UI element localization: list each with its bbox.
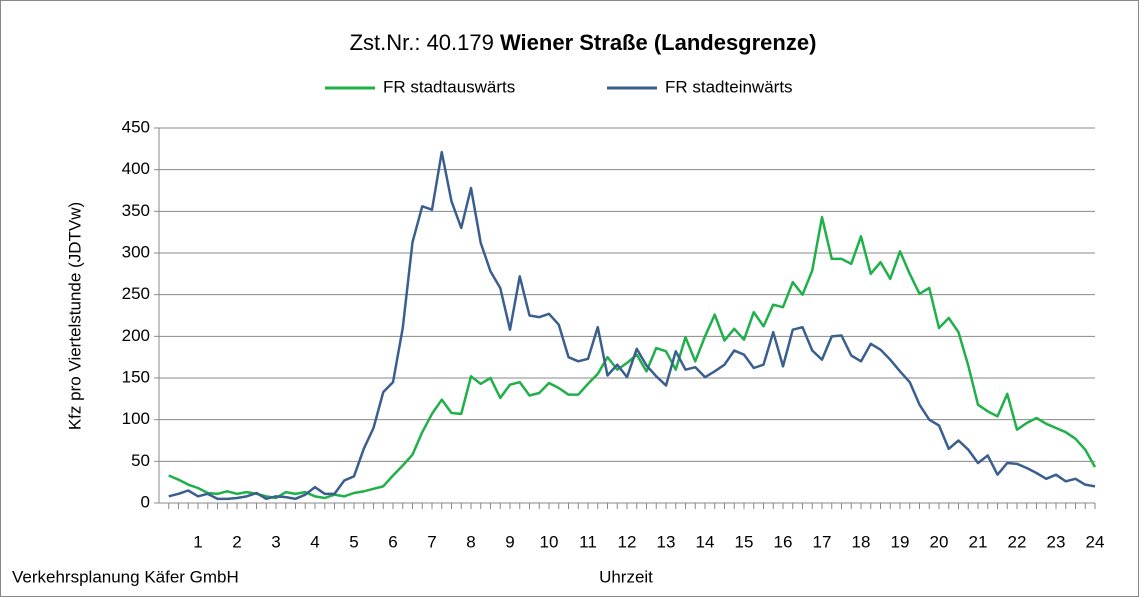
x-tick-label: 22 bbox=[1008, 532, 1027, 551]
y-tick-label: 250 bbox=[122, 284, 150, 303]
x-tick-label: 20 bbox=[930, 532, 949, 551]
x-tick-label: 15 bbox=[735, 532, 754, 551]
x-tick-label: 23 bbox=[1047, 532, 1066, 551]
title-bold: Wiener Straße (Landesgrenze) bbox=[500, 30, 816, 55]
legend-label: FR stadtauswärts bbox=[383, 77, 515, 96]
title-plain: Zst.Nr.: 40.179 bbox=[350, 30, 494, 55]
y-tick-label: 50 bbox=[131, 451, 150, 470]
x-tick-label: 17 bbox=[813, 532, 832, 551]
x-tick-label: 24 bbox=[1086, 532, 1105, 551]
y-tick-label: 100 bbox=[122, 409, 150, 428]
x-tick-label: 8 bbox=[466, 532, 475, 551]
x-axis-label: Uhrzeit bbox=[599, 567, 653, 586]
y-tick-label: 450 bbox=[122, 117, 150, 136]
x-tick-label: 19 bbox=[891, 532, 910, 551]
series-line bbox=[168, 215, 1097, 500]
x-tick-label: 13 bbox=[657, 532, 676, 551]
x-tick-label: 21 bbox=[969, 532, 988, 551]
x-tick-label: 12 bbox=[618, 532, 637, 551]
legend-label: FR stadteinwärts bbox=[665, 77, 793, 96]
x-tick-label: 3 bbox=[271, 532, 280, 551]
x-tick-label: 4 bbox=[310, 532, 319, 551]
x-tick-label: 11 bbox=[579, 532, 597, 551]
x-tick-label: 7 bbox=[427, 532, 436, 551]
x-tick-label: 18 bbox=[852, 532, 871, 551]
x-tick-label: 6 bbox=[388, 532, 397, 551]
x-tick-label: 14 bbox=[696, 532, 715, 551]
y-tick-label: 0 bbox=[141, 492, 150, 511]
footer: Verkehrsplanung Käfer GmbH bbox=[12, 567, 239, 586]
x-tick-label: 10 bbox=[540, 532, 559, 551]
y-tick-label: 150 bbox=[122, 367, 150, 386]
y-tick-label: 300 bbox=[122, 242, 150, 261]
y-axis-label: Kfz pro Viertelstunde (JDTVw) bbox=[65, 202, 84, 430]
y-tick-label: 200 bbox=[122, 326, 150, 345]
x-tick-label: 1 bbox=[193, 532, 202, 551]
y-tick-label: 350 bbox=[122, 201, 150, 220]
chart-title: Zst.Nr.: 40.179 Wiener Straße (Landesgre… bbox=[350, 30, 817, 55]
x-tick-label: 2 bbox=[232, 532, 241, 551]
y-tick-label: 400 bbox=[122, 159, 150, 178]
x-tick-label: 9 bbox=[505, 532, 514, 551]
x-tick-label: 5 bbox=[349, 532, 358, 551]
x-tick-label: 16 bbox=[774, 532, 793, 551]
series-line bbox=[168, 150, 1096, 501]
